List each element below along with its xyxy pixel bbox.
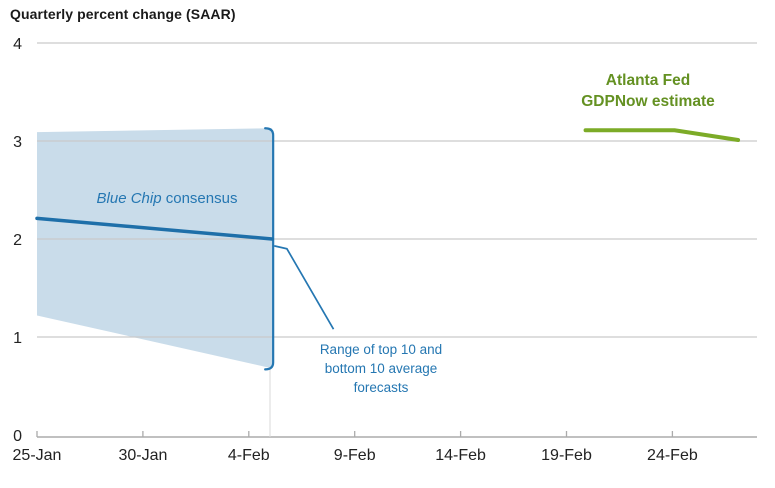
gdpnow-label: Atlanta Fed GDPNow estimate	[548, 70, 748, 112]
blue-chip-consensus-label: Blue Chip consensus	[67, 190, 267, 208]
x-tick-label: 25-Jan	[13, 447, 62, 464]
gdpnow-line	[583, 128, 741, 143]
y-tick-label: 4	[13, 36, 22, 53]
y-tick-label: 2	[13, 232, 22, 249]
x-tick-label: 9-Feb	[334, 447, 376, 464]
range-annotation-line3: forecasts	[353, 380, 409, 395]
blue-chip-consensus-line	[35, 216, 274, 241]
range-annotation-line2: bottom 10 average	[324, 361, 438, 376]
consensus-label-rest: consensus	[161, 190, 238, 207]
range-annotation-line1: Range of top 10 and	[319, 342, 443, 357]
gdpnow-label-line1: Atlanta Fed	[605, 72, 691, 89]
x-tick-label: 4-Feb	[228, 447, 270, 464]
chart-title: Quarterly percent change (SAAR)	[10, 6, 236, 22]
gdpnow-label-line2: GDPNow estimate	[581, 93, 715, 110]
y-tick-label: 1	[13, 330, 22, 347]
y-tick-label: 3	[13, 134, 22, 151]
x-tick-label: 24-Feb	[647, 447, 698, 464]
range-bracket	[264, 127, 275, 371]
blue-chip-range-band	[37, 128, 273, 369]
x-tick-label: 19-Feb	[541, 447, 592, 464]
y-tick-label: 0	[13, 428, 22, 445]
consensus-label-italic: Blue Chip	[96, 190, 162, 207]
range-annotation: Range of top 10 and bottom 10 average fo…	[291, 340, 471, 397]
x-tick-label: 14-Feb	[435, 447, 486, 464]
callout-line	[274, 245, 335, 330]
x-tick-label: 30-Jan	[118, 447, 167, 464]
